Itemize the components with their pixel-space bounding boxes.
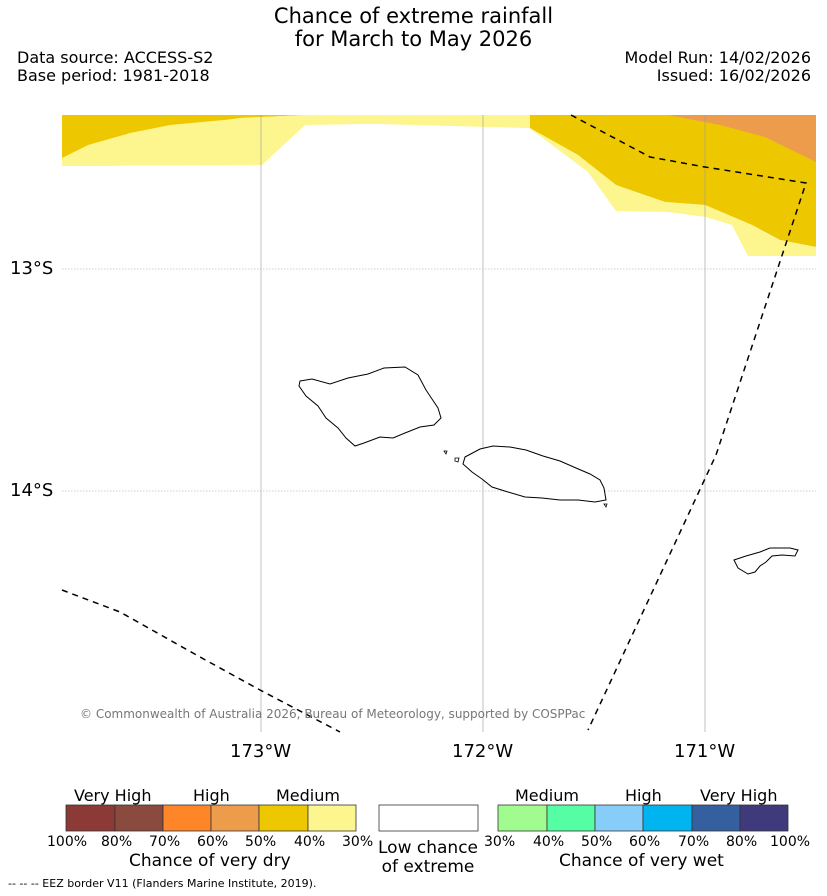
apolima-islet: [443, 450, 448, 455]
dry-tick-70: 70%: [149, 834, 181, 850]
upolu-island: [462, 445, 607, 503]
wet-tick-100: 100%: [770, 834, 811, 850]
lon-label-171w: 171°W: [674, 741, 736, 762]
savaii-island: [298, 366, 442, 447]
wet-tick-70: 70%: [678, 834, 710, 850]
map-title-line2: for March to May 2026: [294, 27, 533, 51]
base-period: Base period: 1981-2018: [17, 66, 210, 85]
lon-label-172w: 172°W: [452, 741, 514, 762]
dry-tick-60: 60%: [197, 834, 229, 850]
eez-border: [61, 114, 807, 733]
low-chance-line1: Low chance: [378, 838, 478, 858]
medium-40-region-east: [528, 127, 816, 256]
lon-label-173w: 173°W: [230, 741, 292, 762]
map-title-line1: Chance of extreme rainfall: [273, 4, 554, 28]
wet-tick-80: 80%: [726, 834, 758, 850]
medium-40-region-west-band: [62, 115, 305, 166]
dry-tick-80: 80%: [101, 834, 133, 850]
wet-tick-50: 50%: [581, 834, 613, 850]
wet-legend-label: Chance of very wet: [559, 851, 724, 871]
dry-tick-40: 40%: [294, 834, 326, 850]
dry-legend-label: Chance of very dry: [129, 851, 291, 871]
tutuila-island: [733, 547, 799, 575]
aunuu-islet: [603, 503, 608, 508]
dry-tick-100: 100%: [47, 834, 88, 850]
manono-islet: [454, 457, 460, 463]
issued-date: Issued: 16/02/2026: [656, 66, 811, 85]
dry-tick-50: 50%: [245, 834, 277, 850]
eez-footnote: -- -- -- EEZ border V11 (Flanders Marine…: [8, 877, 317, 890]
dry-header-high: High: [193, 786, 230, 805]
wet-tick-40: 40%: [533, 834, 565, 850]
lat-label-13s: 13°S: [10, 258, 54, 279]
low-chance-line2: of extreme: [381, 857, 475, 877]
wet-header-high: High: [625, 786, 662, 805]
medium-50-region: [62, 115, 816, 247]
wet-header-medium: Medium: [515, 786, 579, 805]
data-source: Data source: ACCESS-S2: [17, 48, 214, 67]
medium-40-region-center: [305, 115, 530, 128]
dry-header-very-high: Very High: [74, 786, 152, 805]
graticule: [62, 115, 816, 732]
copyright-notice: © Commonwealth of Australia 2026, Bureau…: [80, 707, 586, 721]
wet-tick-30: 30%: [484, 834, 516, 850]
high-60-region: [668, 115, 816, 162]
wet-tick-60: 60%: [629, 834, 661, 850]
dry-tick-30: 30%: [342, 834, 374, 850]
dry-header-medium: Medium: [276, 786, 340, 805]
wet-header-very-high: Very High: [700, 786, 778, 805]
model-run: Model Run: 14/02/2026: [624, 48, 812, 67]
lat-label-14s: 14°S: [10, 480, 54, 501]
